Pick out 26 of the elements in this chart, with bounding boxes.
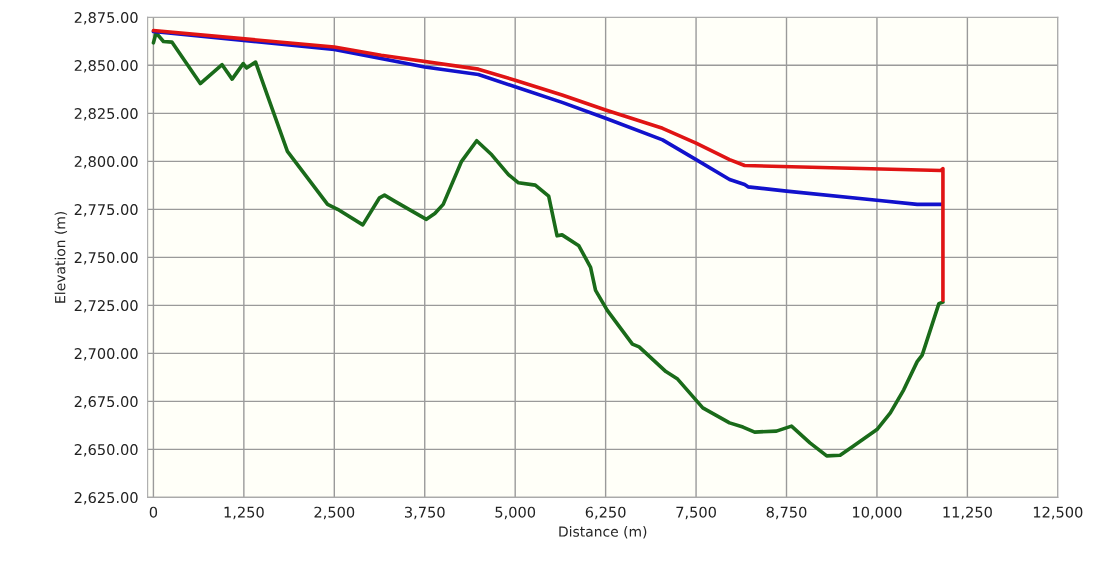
x-tick-label: 3,750 [404, 506, 445, 520]
y-tick-label: 2,650.00 [74, 444, 138, 457]
y-tick-label: 2,725.00 [74, 300, 138, 313]
y-tick-label: 2,825.00 [74, 108, 138, 121]
x-tick-label: 11,250 [943, 506, 992, 520]
x-tick-label: 7,500 [676, 506, 716, 520]
y-axis-title: Elevation (m) [54, 211, 68, 303]
y-tick-label: 2,700.00 [74, 348, 138, 361]
x-tick-label: 12,500 [1033, 506, 1083, 520]
x-axis-title: Distance (m) [559, 526, 647, 539]
y-tick-label: 2,675.00 [74, 396, 138, 409]
y-tick-label: 2,875.00 [74, 12, 138, 25]
y-tick-label: 2,850.00 [74, 60, 138, 73]
x-tick-label: 1,250 [224, 506, 264, 520]
line-series [151, 28, 945, 303]
x-tick-label: 2,500 [314, 506, 355, 520]
x-tick-label: 5,000 [495, 506, 536, 520]
y-tick-label: 2,775.00 [74, 204, 138, 217]
x-tick-label: 0 [149, 506, 158, 518]
y-tick-label: 2,750.00 [74, 252, 138, 265]
x-tick-label: 10,000 [853, 506, 902, 520]
line-series [151, 31, 945, 458]
y-tick-label: 2,800.00 [74, 156, 138, 169]
x-tick-label: 6,250 [585, 506, 626, 520]
y-tick-label: 2,625.00 [74, 492, 138, 505]
x-tick-label: 8,750 [766, 506, 807, 520]
